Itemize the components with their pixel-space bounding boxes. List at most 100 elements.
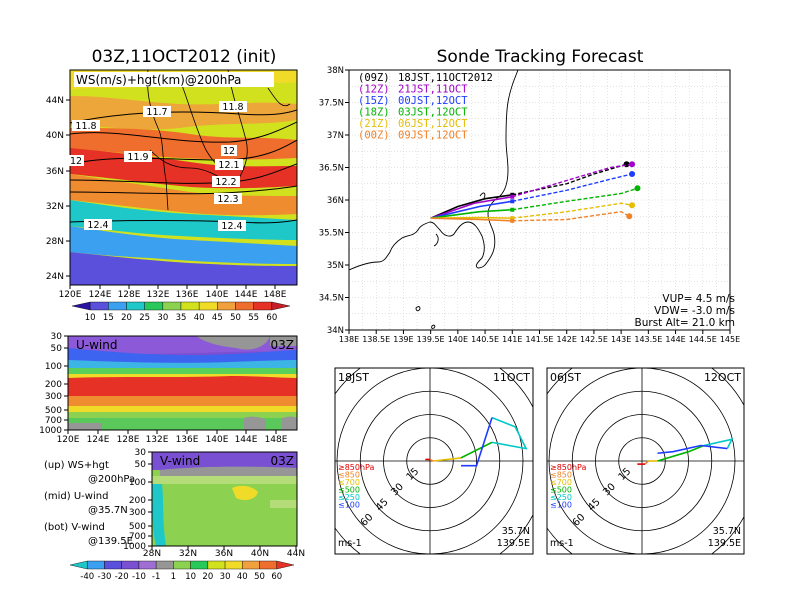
p-tick-label: 1000 xyxy=(123,542,146,552)
colorbar-label: 55 xyxy=(248,313,259,323)
lon-tick-label: 138E xyxy=(339,335,359,344)
p-tick-label: 50 xyxy=(135,460,147,470)
colorbar-label: 30 xyxy=(220,572,231,582)
colorbar-swatch xyxy=(217,301,236,311)
colorbar-swatch xyxy=(259,560,277,570)
colorbar-label: -1 xyxy=(152,572,160,582)
ring-label: 60 xyxy=(359,512,376,529)
v-lat-ticks: 28N 32N 36N 40N 44N xyxy=(143,546,305,559)
lon-tick-label: 148E xyxy=(265,435,288,445)
contour-label-bg xyxy=(84,219,112,230)
level-label: ≤700 xyxy=(550,478,572,487)
lat-tick-label: 36N xyxy=(215,549,233,559)
side-label-up-2: @200hPa xyxy=(88,474,135,485)
param-vdw: VDW= -3.0 m/s xyxy=(654,305,735,317)
colorbar-swatch xyxy=(198,301,218,311)
hodograph-plot xyxy=(547,368,744,554)
colorbar-label: 15 xyxy=(103,313,114,323)
colorbar-swatch xyxy=(126,301,145,311)
level-label: ≤850 xyxy=(338,471,360,480)
track-landing xyxy=(629,202,636,209)
colorbar-label: 50 xyxy=(230,313,241,323)
contour-label: 11.9 xyxy=(127,152,148,163)
level-label: ≤250 xyxy=(338,493,360,502)
contour-label-bg xyxy=(212,176,240,187)
side-label-bot-1: (bot) V-wind xyxy=(44,522,105,533)
p-tick-label: 300 xyxy=(45,392,62,402)
ring-label: 15 xyxy=(405,466,422,483)
right-title: Sonde Tracking Forecast xyxy=(437,47,644,67)
level-label: ≤500 xyxy=(338,486,360,495)
hodograph-lat: 35.7N xyxy=(502,526,530,537)
colorbar-swatch xyxy=(69,560,88,570)
track-ascent xyxy=(430,200,513,219)
colorbar-swatch xyxy=(138,560,157,570)
lon-tick-label: 136E xyxy=(176,290,199,300)
colorbar-label: 20 xyxy=(121,313,132,323)
colorbar-label: 60 xyxy=(271,572,282,582)
ring-label: 60 xyxy=(571,512,588,529)
lat-tick-label: 34.5N xyxy=(319,294,344,304)
hodograph-segment xyxy=(461,417,493,467)
lon-tick-label: 128E xyxy=(118,290,141,300)
hodograph-time: 06JST xyxy=(550,371,581,384)
hodograph-frame xyxy=(546,367,745,555)
contour-labels: 11.7 11.8 11.8 11.9 12 12 12.1 12.2 12.3 12.4 12.4 xyxy=(68,101,247,232)
lon-tick-label: 144E xyxy=(235,435,258,445)
lat-tick-label: 36N xyxy=(46,167,64,177)
coastline xyxy=(349,70,519,271)
hodograph-plot xyxy=(335,368,533,554)
colorbar-label: 40 xyxy=(237,572,248,582)
legend-time: 18JST,11OCT2012 xyxy=(398,72,493,84)
colorbar-swatch xyxy=(104,560,122,570)
colorbar-label: 45 xyxy=(212,313,223,323)
level-label: ≤850 xyxy=(550,471,572,480)
hodograph-time: 18JST xyxy=(338,371,369,384)
colorbar-label: -20 xyxy=(115,572,129,582)
lon-tick-label: 139E xyxy=(393,335,413,344)
lon-tick-label: 128E xyxy=(117,435,140,445)
colorbar-label: -40 xyxy=(80,572,94,582)
lat-ticks: 44N 40N 36N 32N 28N 24N xyxy=(46,96,70,282)
lon-tick-label: 148E xyxy=(264,290,287,300)
track-descent xyxy=(512,163,627,196)
hodograph-segment xyxy=(657,444,728,455)
contour-label-bg xyxy=(215,159,243,170)
track-legend: (09Z) 18JST,11OCT2012 (12Z) 21JST,11OCT (15Z… xyxy=(358,72,493,142)
legend-run: (15Z) xyxy=(358,95,390,107)
p-tick-label: 30 xyxy=(135,448,147,458)
colorbar-label: 25 xyxy=(139,313,150,323)
contour-label-bg xyxy=(124,151,152,162)
level-label: ≤100 xyxy=(338,501,360,510)
colorbar-swatch xyxy=(242,560,260,570)
lat-tick-label: 35N xyxy=(327,261,344,271)
lon-tick-label: 139.5E xyxy=(417,335,445,344)
contour-label-bg xyxy=(214,193,242,204)
colorbar-swatch xyxy=(121,560,140,570)
hodograph-lon: 139.5E xyxy=(708,538,741,549)
track-burst xyxy=(510,207,515,212)
legend-run: (09Z) xyxy=(358,72,390,84)
contour-label-bg xyxy=(143,106,171,117)
colorbar-swatch xyxy=(89,301,109,311)
lon-tick-label: 142.5E xyxy=(580,335,608,344)
lat-tick-label: 28N xyxy=(143,549,161,559)
contour-label-bg xyxy=(72,120,100,131)
track-params: VUP= 4.5 m/s VDW= -3.0 m/s Burst Alt= 21… xyxy=(635,293,735,329)
colorbar-label: 1 xyxy=(171,572,176,582)
track-lon-ticks: 138E 138.5E 139E 139.5E 140E 140.5E 141E 141.5E… xyxy=(339,330,740,344)
p-tick-label: 200 xyxy=(45,380,62,390)
lon-tick-label: 142E xyxy=(557,335,577,344)
hodograph-lon: 139.5E xyxy=(497,538,530,549)
hodograph-lat: 35.7N xyxy=(713,526,741,537)
lat-tick-label: 32N xyxy=(46,202,64,212)
lat-tick-label: 28N xyxy=(46,237,64,247)
level-label: ≤700 xyxy=(338,478,360,487)
track-map: 38N 37.5N 37N 36.5N 36N 35.5N 35N 34.5N 34N 138E… xyxy=(319,66,740,344)
track-landing xyxy=(629,161,636,168)
side-label-mid-2: @35.7N xyxy=(88,505,128,516)
p-tick-label: 50 xyxy=(51,344,63,354)
legend-time: 21JST,11OCT xyxy=(398,84,468,96)
